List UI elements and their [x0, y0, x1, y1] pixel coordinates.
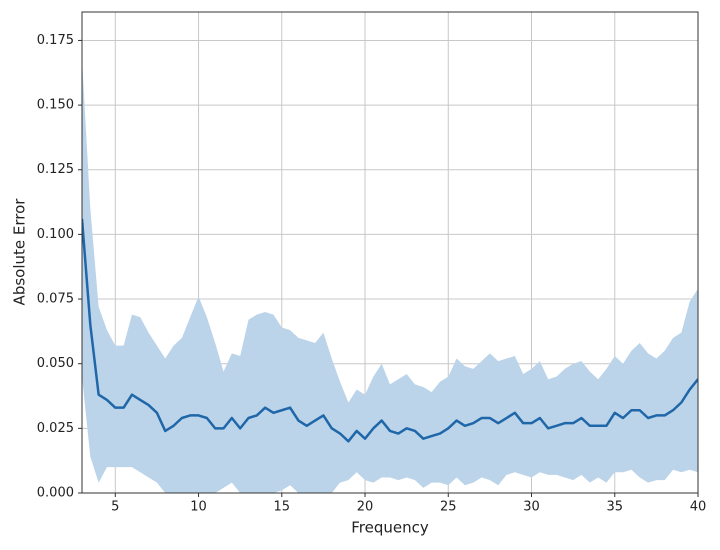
plot-frame	[81, 11, 699, 494]
error-band	[82, 58, 698, 493]
y-tick-label: 0.125	[37, 162, 74, 177]
y-axis-label: Absolute Error	[11, 198, 29, 306]
y-tick-label: 0.050	[37, 356, 74, 371]
x-tick-label: 40	[690, 500, 707, 515]
y-tick-label: 0.025	[37, 421, 74, 436]
x-tick-label: 30	[523, 500, 540, 515]
mean-line	[82, 218, 698, 443]
x-tick-label: 20	[357, 500, 374, 515]
x-tick-label: 35	[606, 500, 623, 515]
y-tick-label: 0.175	[37, 33, 74, 48]
y-tick-label: 0.075	[37, 292, 74, 307]
x-tick-label: 25	[440, 500, 457, 515]
y-tick-label: 0.000	[37, 486, 74, 501]
y-tick-label: 0.100	[37, 227, 74, 242]
x-tick-label: 5	[111, 500, 119, 515]
x-tick-label: 15	[274, 500, 291, 515]
x-axis-label: Frequency	[351, 519, 429, 537]
y-tick-label: 0.150	[37, 98, 74, 113]
x-tick-label: 10	[190, 500, 207, 515]
